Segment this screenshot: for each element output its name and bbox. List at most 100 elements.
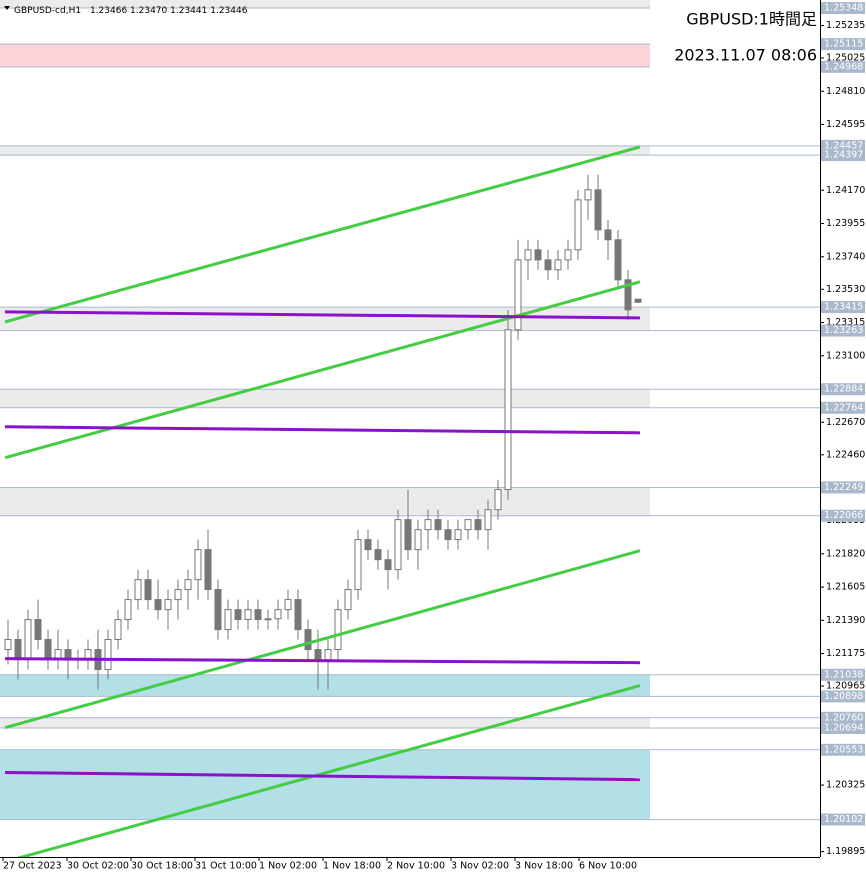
y-tick-label: 1.24595	[826, 119, 865, 130]
candle-body	[4, 639, 12, 651]
zone	[0, 307, 650, 331]
level-label: 1.22764	[824, 402, 863, 413]
level-label: 1.24457	[824, 140, 863, 151]
level-label-box	[821, 721, 865, 734]
level-label: 1.24968	[824, 61, 863, 72]
candle-body	[234, 609, 242, 621]
x-tick-label: 31 Oct 10:00	[195, 861, 257, 872]
candle-body	[424, 519, 432, 531]
candle-body	[554, 259, 562, 271]
level-label-box	[821, 509, 865, 522]
candle-body	[264, 618, 272, 621]
candle-body	[224, 609, 232, 631]
x-tick-label: 6 Nov 10:00	[579, 861, 637, 872]
candle-body	[324, 649, 332, 661]
zone	[0, 674, 650, 697]
candle-body	[214, 589, 222, 631]
candle-body	[514, 259, 522, 331]
chart-title: GBPUSD:1時間足	[686, 10, 817, 29]
x-tick-label: 1 Nov 18:00	[323, 861, 381, 872]
candle-body	[364, 539, 372, 551]
zone	[0, 717, 650, 728]
candle-body	[304, 629, 312, 651]
level-label-box	[821, 2, 865, 15]
zone	[0, 145, 650, 156]
zone	[0, 389, 650, 408]
candle-body	[184, 579, 192, 591]
level-label: 1.20760	[824, 712, 863, 723]
price: 1.23446	[210, 6, 247, 16]
y-tick-label: 1.23955	[826, 218, 865, 229]
candle-body	[334, 609, 342, 651]
candle-body	[134, 579, 142, 601]
y-tick-label: 1.24170	[826, 185, 865, 196]
y-tick-label: 1.25025	[826, 53, 865, 64]
trendline	[4, 425, 641, 435]
level-label-box	[821, 324, 865, 337]
y-tick-label: 1.21605	[826, 582, 865, 593]
y-tick-label: 1.25235	[826, 20, 865, 31]
candle-body	[594, 189, 602, 231]
level-label-box	[821, 383, 865, 396]
trendline	[4, 771, 641, 782]
candle-body	[584, 189, 592, 201]
level-label-box	[821, 813, 865, 826]
level-label: 1.23263	[824, 325, 863, 336]
level-label-box	[821, 711, 865, 724]
candle-body	[434, 519, 442, 531]
candle-body	[114, 619, 122, 641]
candle-body	[174, 589, 182, 601]
y-tick-label: 1.23740	[826, 251, 865, 262]
candle-body	[344, 589, 352, 611]
x-tick-label: 3 Nov 02:00	[451, 861, 509, 872]
level-label: 1.20694	[824, 722, 863, 733]
level-label: 1.20553	[824, 744, 863, 755]
candle-body	[164, 599, 172, 611]
candle-body	[44, 639, 52, 661]
level-label-box	[821, 690, 865, 703]
symbol: GBPUSD-cd,H1	[14, 6, 81, 16]
candle-body	[604, 229, 612, 241]
level-label-box	[821, 743, 865, 756]
price: 1.23441	[170, 6, 207, 16]
candle-body	[634, 298, 642, 303]
candle-body	[484, 509, 492, 531]
candle-body	[504, 329, 512, 491]
candle-body	[374, 549, 382, 561]
zones	[0, 0, 820, 821]
trendline	[16, 684, 641, 857]
candle-body	[244, 609, 252, 621]
candle-body	[204, 549, 212, 591]
candles	[4, 174, 642, 690]
trendlines	[4, 145, 641, 857]
candle-body	[444, 529, 452, 541]
level-label-box	[821, 38, 865, 51]
level-label: 1.20898	[824, 691, 863, 702]
candle-body	[284, 599, 292, 611]
x-tick-label: 3 Nov 18:00	[515, 861, 573, 872]
level-label: 1.24397	[824, 150, 863, 161]
x-tick-label: 30 Oct 18:00	[131, 861, 193, 872]
candle-body	[294, 599, 302, 631]
candle-body	[454, 529, 462, 541]
y-tick-label: 1.22670	[826, 417, 865, 428]
candle-body	[494, 489, 502, 511]
level-label: 1.22066	[824, 510, 863, 521]
candle-body	[354, 539, 362, 591]
candle-body	[534, 249, 542, 261]
candle-body	[274, 609, 282, 620]
level-label: 1.21038	[824, 669, 863, 680]
candle-body	[314, 649, 322, 661]
candle-body	[624, 279, 632, 311]
candle-body	[544, 259, 552, 271]
level-label-box	[821, 401, 865, 414]
y-tick-label: 1.20325	[826, 780, 865, 791]
candle-body	[404, 519, 412, 551]
y-tick-label: 1.21175	[826, 648, 865, 659]
y-tick-label: 1.24810	[826, 86, 865, 97]
time-axis: 27 Oct 2023 30 Oct 02:00 30 Oct 18:00 31 Oc…	[2, 857, 637, 872]
level-label-box	[821, 301, 865, 314]
level-label: 1.22249	[824, 482, 863, 493]
candle-body	[24, 619, 32, 661]
